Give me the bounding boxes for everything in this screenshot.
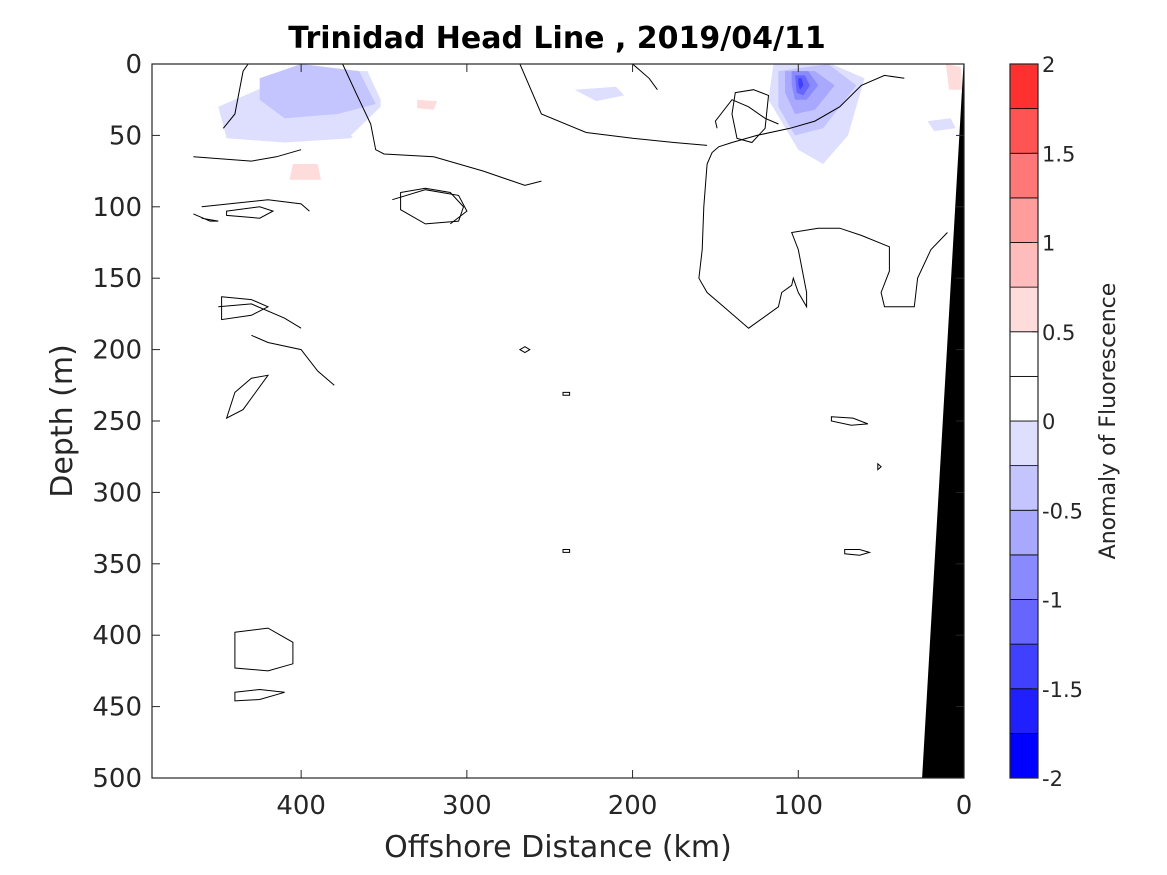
zero-contour-line-4 (714, 99, 779, 129)
colorbar-tick-label: 1.5 (1042, 142, 1075, 166)
x-tick-label: 200 (608, 791, 658, 821)
y-tick-label: 100 (92, 193, 142, 223)
zero-contour-line-9 (193, 213, 219, 222)
colorbar-cell (1009, 465, 1039, 511)
colorbar-cell (1009, 509, 1039, 556)
zero-contour-line-8 (201, 199, 310, 212)
x-axis-label: Offshore Distance (km) (384, 830, 732, 865)
plot-background (152, 64, 964, 778)
y-tick-label: 400 (92, 621, 142, 651)
x-ticks: 400 300 200 100 0 (276, 64, 972, 821)
closed-contour-6 (877, 462, 882, 471)
colorbar-cell (1009, 643, 1039, 690)
closed-contour-3 (221, 296, 270, 321)
filled-contour-region-1 (259, 64, 376, 119)
filled-contour-region-3 (289, 164, 321, 180)
colorbar-cell (1009, 375, 1039, 422)
plot-area: 400 300 200 100 0 0 50 100 150 200 250 300 350 400 45… (92, 50, 972, 821)
colorbar-cell (1009, 599, 1039, 645)
zero-contour-layer (193, 63, 948, 702)
colorbar-tick-label: 0.5 (1042, 321, 1075, 345)
filled-contour-region-4 (417, 99, 437, 110)
colorbar-tick-label: 2 (1042, 53, 1055, 77)
y-tick-label: 50 (109, 121, 142, 151)
y-tick-label: 450 (92, 693, 142, 723)
colorbar-tick-label: -0.5 (1042, 499, 1083, 523)
y-axis-label: Depth (m) (45, 344, 80, 498)
y-tick-label: 350 (92, 550, 142, 580)
colorbar-cell (1009, 554, 1039, 600)
colorbar-tick-label: -1.5 (1042, 678, 1083, 702)
closed-contour-8 (562, 549, 571, 553)
colorbar-cell (1009, 197, 1039, 243)
chart-title: Trinidad Head Line , 2019/04/11 (288, 21, 825, 56)
colorbar-label: Anomaly of Fluorescence (1096, 283, 1121, 560)
y-tick-label: 300 (92, 478, 142, 508)
colorbar-cell (1009, 108, 1039, 154)
colorbar-tick-label: -1 (1042, 589, 1063, 613)
x-tick-label: 400 (276, 791, 326, 821)
y-tick-label: 150 (92, 264, 142, 294)
closed-contour-7 (562, 391, 571, 396)
closed-contour-0 (731, 89, 770, 144)
filled-contour-region-5 (574, 86, 625, 102)
y-tick-label: 0 (125, 50, 142, 80)
colorbar: 2 1.5 1 0.5 0 -0.5 -1 -1.5 -2 Anomaly of Fluores… (1009, 53, 1121, 791)
closed-contour-10 (234, 627, 294, 672)
zero-contour-line-3 (632, 63, 658, 90)
x-tick-label: 0 (956, 791, 973, 821)
zero-contour-line-0 (222, 63, 249, 129)
colorbar-cell (1009, 688, 1039, 734)
zero-contour-line-1 (342, 63, 542, 186)
closed-contour-4 (518, 346, 531, 354)
colorbar-cell (1009, 242, 1039, 288)
y-tick-label: 500 (92, 764, 142, 794)
y-tick-label: 200 (92, 336, 142, 366)
colorbar-cell (1009, 152, 1039, 199)
colorbar-cell (1009, 286, 1039, 333)
zero-contour-line-6 (698, 163, 948, 329)
filled-contour-region-13 (945, 64, 963, 90)
filled-contour-region-11 (798, 78, 804, 90)
colorbar-tick-label: 0 (1042, 410, 1055, 434)
colorbar-cell (1009, 420, 1039, 467)
closed-contour-5 (830, 416, 869, 426)
y-ticks: 0 50 100 150 200 250 300 350 400 450 500 (92, 50, 964, 794)
zero-contour-line-12 (193, 149, 302, 162)
x-tick-label: 100 (773, 791, 823, 821)
colorbar-cell (1009, 63, 1039, 110)
zero-contour-line-5 (706, 74, 905, 165)
closed-contour-1 (400, 187, 465, 225)
closed-contour-2 (226, 206, 275, 219)
y-tick-label: 250 (92, 407, 142, 437)
closed-contour-11 (234, 688, 285, 702)
colorbar-tick-label: -2 (1042, 767, 1063, 791)
colorbar-cell (1009, 331, 1039, 377)
x-tick-label: 300 (442, 791, 492, 821)
colorbar-ticks: 2 1.5 1 0.5 0 -0.5 -1 -1.5 -2 (1032, 53, 1083, 791)
zero-contour-line-10 (392, 189, 468, 225)
closed-contour-9 (844, 549, 872, 556)
colorbar-cell (1009, 732, 1039, 779)
closed-contour-12 (225, 374, 270, 420)
zero-contour-line-11 (218, 303, 302, 329)
zero-contour-line-7 (251, 334, 335, 386)
filled-contour-region-14 (927, 118, 956, 132)
colorbar-tick-label: 1 (1042, 232, 1055, 256)
